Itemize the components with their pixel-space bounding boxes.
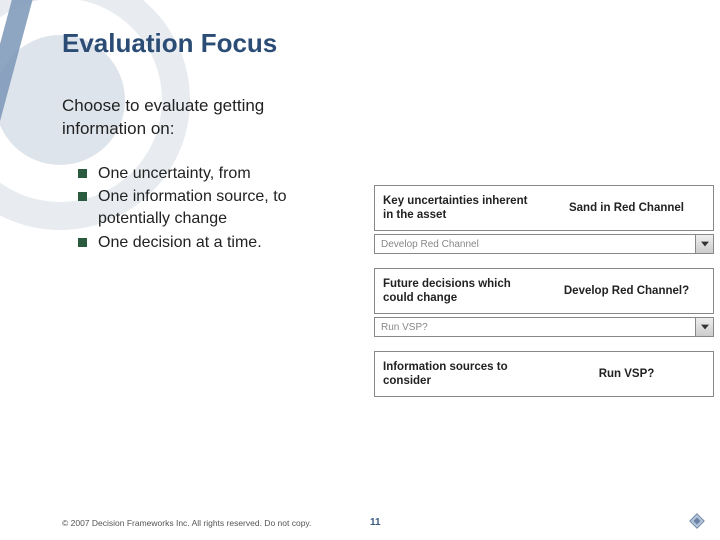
bullet-list: One uncertainty, from One information so…	[62, 163, 720, 253]
subtitle-line1: Choose to evaluate getting	[62, 96, 264, 115]
subtitle-line2: information on:	[62, 119, 174, 138]
subtitle: Choose to evaluate getting information o…	[62, 95, 720, 141]
list-item: One decision at a time.	[78, 232, 348, 254]
slide-body: Evaluation Focus Choose to evaluate gett…	[0, 0, 720, 540]
list-item: One uncertainty, from	[78, 163, 348, 185]
list-item: One information source, to potentially c…	[78, 186, 348, 229]
page-title: Evaluation Focus	[62, 28, 720, 59]
